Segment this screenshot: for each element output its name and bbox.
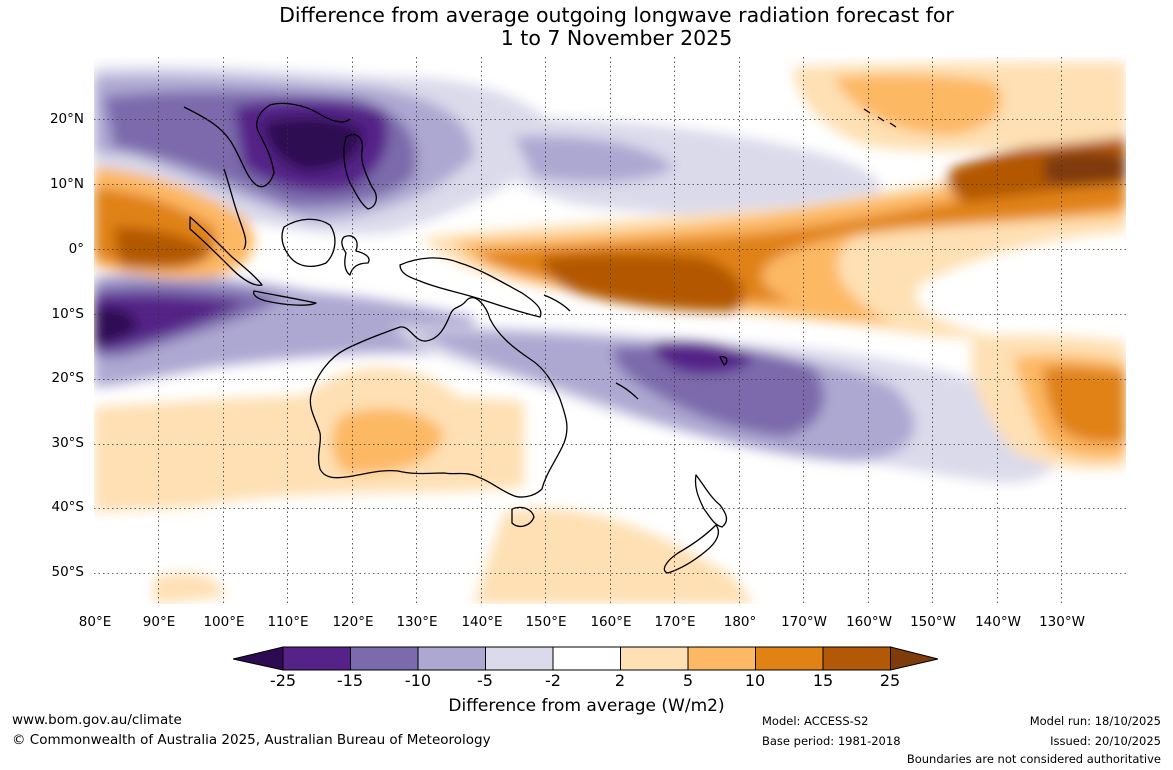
coastline-java (252, 290, 317, 306)
colorbar-swatch (890, 646, 939, 671)
lon-label-170e: 170°E (654, 614, 696, 630)
lon-label-160e: 160°E (590, 614, 632, 630)
lat-label-30s: 30°S (51, 435, 85, 451)
coastline-tasmania (511, 506, 535, 528)
coastline-solomon-islands (543, 294, 571, 312)
lon-label-140e: 140°E (461, 614, 503, 630)
lat-label-50s: 50°S (51, 564, 85, 580)
colorbar-swatch (552, 646, 621, 671)
lon-label-130e: 130°E (396, 614, 438, 630)
coastline-new-zealand-north (694, 474, 728, 528)
coastline-australia (309, 296, 568, 498)
lon-label-180: 180° (723, 614, 757, 630)
anomaly-region-sw-pacific-negative-core (654, 341, 754, 374)
coastline-borneo (281, 218, 336, 268)
colorbar-label: Difference from average (W/m2) (448, 696, 725, 716)
lon-label-90e: 90°E (142, 614, 176, 630)
chart-title: Difference from average outgoing longwav… (0, 4, 1173, 50)
coastline-hawaii (863, 108, 897, 128)
anomaly-region-equatorial-positive-core (543, 253, 744, 312)
lon-label-100e: 100°E (203, 614, 245, 630)
colorbar-tick: -5 (477, 671, 493, 690)
lat-label-equator: 0° (68, 241, 84, 257)
coastlines (183, 102, 897, 574)
colorbar-swatch (687, 646, 756, 671)
boundary-disclaimer: Boundaries are not considered authoritat… (906, 752, 1161, 766)
colorbar-tick: 10 (744, 671, 766, 690)
lon-label-110e: 110°E (267, 614, 309, 630)
lat-label-10n: 10°N (49, 176, 84, 192)
anomaly-region-northeast-positive-peak (1044, 152, 1126, 186)
anomaly-region-southern-ocean-positive (474, 508, 754, 604)
lat-label-20s: 20°S (51, 370, 85, 386)
colorbar-tick: -10 (404, 671, 432, 690)
website-link[interactable]: www.bom.gov.au/climate (12, 712, 182, 728)
colorbar-swatch (232, 646, 284, 671)
lon-label-150e: 150°E (525, 614, 567, 630)
base-period: Base period: 1981-2018 (762, 734, 901, 748)
model-name: Model: ACCESS-S2 (762, 714, 869, 728)
title-line-2: 1 to 7 November 2025 (500, 26, 733, 50)
anomaly-region-indian-ocean-negative-peak (94, 306, 139, 345)
lat-label-20n: 20°N (49, 111, 84, 127)
title-line-1: Difference from average outgoing longwav… (279, 3, 954, 27)
anomaly-region-northeast-positive-mid (834, 74, 1002, 135)
anomaly-shading (94, 62, 1126, 604)
colorbar-swatch (485, 646, 554, 671)
anomaly-map (94, 57, 1126, 604)
anomaly-region-indian-ocean-negative-core (94, 294, 244, 349)
coastline-indochina (183, 102, 351, 188)
colorbar-tick: 15 (812, 671, 834, 690)
coastline-new-caledonia (615, 382, 639, 400)
lon-label-140w: 140°W (975, 614, 1021, 630)
colorbar-swatch (417, 646, 486, 671)
lat-label-40s: 40°S (51, 499, 85, 515)
lon-label-170w: 170°W (781, 614, 827, 630)
model-run-date: Model run: 18/10/2025 (1029, 714, 1161, 728)
coastline-malay-peninsula (223, 168, 247, 250)
lat-label-10s: 10°S (51, 306, 85, 322)
coastline-new-zealand-south (663, 524, 720, 574)
anomaly-region-sw-pacific-negative-strong (612, 345, 824, 437)
coastline-sulawesi (341, 235, 370, 276)
colorbar-swatch (620, 646, 689, 671)
anomaly-region-se-pacific-positive-strong (1043, 366, 1126, 444)
colorbar-swatch (282, 646, 351, 671)
coastline-new-guinea (399, 257, 542, 318)
coastline-philippines (343, 134, 378, 210)
lon-label-120e: 120°E (332, 614, 374, 630)
colorbar-tick: -25 (269, 671, 297, 690)
colorbar-tick: -15 (336, 671, 364, 690)
lon-label-160w: 160°W (846, 614, 892, 630)
anomaly-region-south-positive-2 (154, 573, 224, 604)
anomaly-region-west-positive-core (114, 227, 214, 269)
graticule (94, 57, 1126, 604)
issued-date: Issued: 20/10/2025 (1050, 734, 1161, 748)
coastline-fiji (719, 355, 728, 366)
lon-label-150w: 150°W (910, 614, 956, 630)
colorbar-swatch (350, 646, 419, 671)
coastline-sumatra (189, 216, 263, 286)
colorbar-tick: -2 (545, 671, 561, 690)
colorbar (232, 646, 939, 672)
colorbar-swatch (822, 646, 891, 671)
colorbar-tick: 5 (682, 671, 694, 690)
anomaly-region-central-negative-band-2 (514, 136, 674, 183)
lon-label-130w: 130°W (1039, 614, 1085, 630)
colorbar-swatch (755, 646, 824, 671)
lon-label-80e: 80°E (78, 614, 112, 630)
colorbar-tick: 2 (614, 671, 626, 690)
anomaly-region-north-negative-peak (264, 116, 364, 172)
copyright-text: © Commonwealth of Australia 2025, Austra… (12, 732, 491, 748)
anomaly-region-australia-positive-strong (332, 408, 444, 473)
colorbar-tick: 25 (879, 671, 901, 690)
